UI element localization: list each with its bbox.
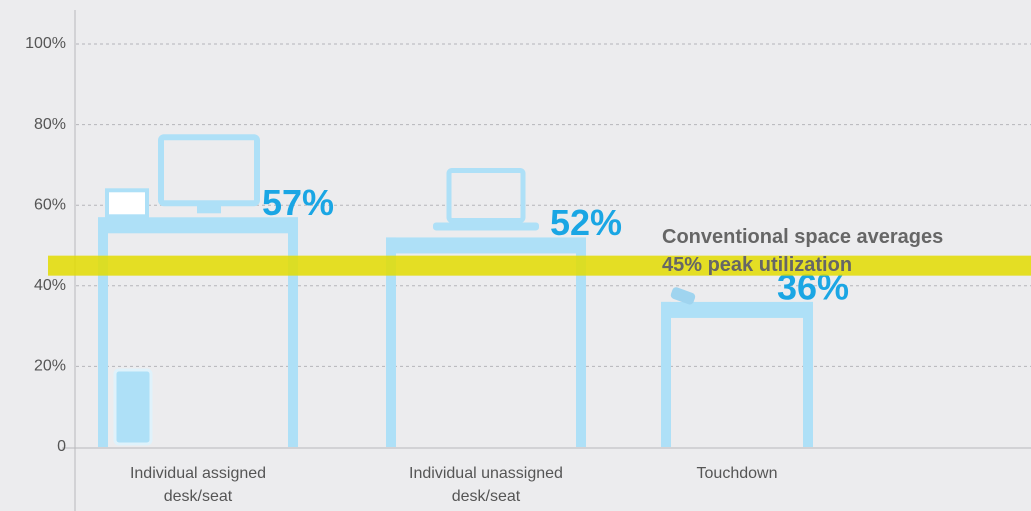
- tablet-icon: [115, 370, 151, 444]
- chart: 0 20% 40% 60% 80% 100% 57% Individual assigned d…: [0, 0, 1031, 511]
- y-tick-label: 40%: [34, 277, 66, 294]
- x-tick-label: Individual unassigned: [409, 465, 563, 482]
- laptop-base: [433, 222, 539, 230]
- value-label: 52%: [550, 202, 622, 243]
- page: 0 20% 40% 60% 80% 100% 57% Individual assigned d…: [0, 0, 1031, 511]
- y-tick-label: 20%: [34, 358, 66, 375]
- annotation: 45% peak utilization: [662, 254, 852, 276]
- y-tick-label: 0: [57, 438, 66, 455]
- x-tick-label: desk/seat: [164, 488, 233, 505]
- x-tick-label: Touchdown: [697, 465, 778, 482]
- reference-band: [48, 256, 1031, 276]
- y-tick-label: 60%: [34, 196, 66, 213]
- desk-leg: [288, 217, 298, 447]
- x-tick-label: desk/seat: [452, 488, 521, 505]
- monitor-stand: [197, 203, 221, 213]
- x-tick-label: Individual assigned: [130, 465, 266, 482]
- annotation: Conventional space averages: [662, 226, 943, 248]
- value-label: 57%: [262, 182, 334, 223]
- desk-leg: [661, 302, 671, 447]
- desk-leg: [803, 302, 813, 447]
- y-tick-label: 80%: [34, 116, 66, 133]
- y-tick-label: 100%: [25, 35, 66, 52]
- desk-leg: [98, 217, 108, 447]
- background: [0, 0, 1031, 511]
- phone-icon: [107, 190, 147, 216]
